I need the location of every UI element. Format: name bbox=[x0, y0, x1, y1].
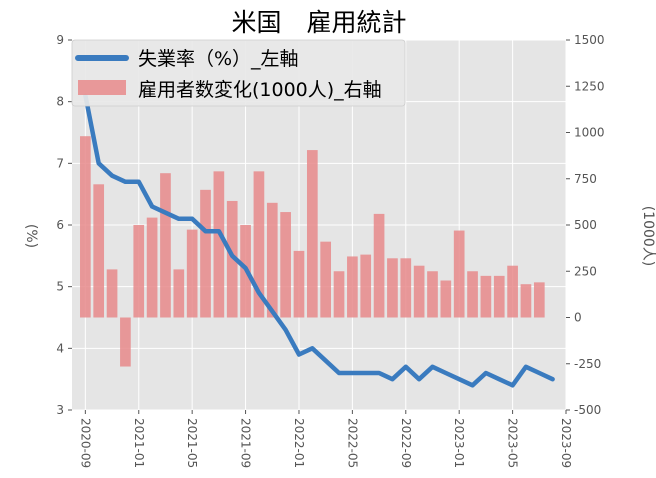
bar bbox=[373, 213, 385, 318]
bar bbox=[493, 275, 505, 318]
x-tick-label: 2022-09 bbox=[399, 418, 413, 468]
axes: 3 4 5 6 7 8 9 -500 -250 0 250 500 750 1000 1250 1500 202… bbox=[56, 33, 604, 468]
x-tick-label: 2022-05 bbox=[345, 418, 359, 468]
x-tick-label: 2023-01 bbox=[452, 418, 466, 468]
y-right-tick-label: 750 bbox=[574, 172, 597, 186]
legend: 失業率（%）_左軸 雇用者数変化(1000人)_右軸 bbox=[71, 39, 406, 107]
y-right-tick-label: 500 bbox=[574, 218, 597, 232]
bar bbox=[213, 171, 225, 318]
y-left-tick-label: 8 bbox=[56, 95, 64, 109]
y-left-tick-label: 5 bbox=[56, 280, 64, 294]
bar bbox=[387, 258, 398, 318]
legend-box bbox=[71, 39, 406, 107]
y-axis-label-left: (%) bbox=[23, 224, 39, 248]
legend-bar-swatch bbox=[78, 80, 126, 95]
x-tick-label: 2020-09 bbox=[78, 418, 92, 468]
bar bbox=[453, 230, 465, 318]
bar bbox=[160, 173, 171, 318]
y-right-tick-label: -250 bbox=[574, 357, 601, 371]
bar bbox=[186, 229, 198, 318]
y-axis-label-right: (1000人) bbox=[640, 206, 656, 267]
bar bbox=[400, 258, 412, 318]
bar bbox=[80, 136, 91, 318]
bar bbox=[146, 217, 158, 318]
bar bbox=[533, 282, 545, 318]
bar bbox=[106, 269, 118, 318]
x-tick-label: 2023-05 bbox=[506, 418, 520, 468]
bar bbox=[320, 241, 332, 318]
bar bbox=[306, 150, 318, 318]
x-tick-label: 2021-09 bbox=[239, 418, 253, 468]
x-tick-label: 2022-01 bbox=[292, 418, 306, 468]
bar bbox=[333, 271, 345, 318]
bar bbox=[440, 280, 452, 318]
unemployment-line bbox=[83, 93, 555, 388]
bar-series bbox=[80, 136, 545, 367]
bar bbox=[360, 254, 372, 318]
y-right-tick-label: 0 bbox=[574, 311, 582, 325]
legend-bar-label: 雇用者数変化(1000人)_右軸 bbox=[138, 79, 382, 101]
bar bbox=[133, 225, 145, 318]
x-tick-label: 2021-01 bbox=[132, 418, 146, 468]
bar bbox=[200, 189, 211, 318]
bar bbox=[427, 271, 438, 318]
legend-line-label: 失業率（%）_左軸 bbox=[138, 48, 299, 70]
y-right-tick-label: 1500 bbox=[574, 33, 605, 47]
bar bbox=[266, 202, 278, 318]
bar bbox=[413, 265, 425, 318]
bar bbox=[347, 256, 358, 318]
bar bbox=[120, 317, 131, 367]
y-right-tick-label: -500 bbox=[574, 403, 601, 417]
y-right-tick-label: 1000 bbox=[574, 126, 605, 140]
y-left-tick-label: 7 bbox=[56, 156, 64, 170]
bar bbox=[253, 171, 265, 318]
bar bbox=[173, 269, 185, 318]
x-tick-label: 2021-05 bbox=[185, 418, 199, 468]
y-left-tick-label: 4 bbox=[56, 341, 64, 355]
bar bbox=[520, 284, 532, 318]
x-tick-label: 2023-09 bbox=[559, 418, 573, 468]
bar bbox=[480, 275, 492, 318]
bar bbox=[293, 250, 305, 318]
bar bbox=[280, 212, 291, 318]
bar bbox=[93, 184, 105, 318]
y-left-tick-label: 6 bbox=[56, 218, 64, 232]
bar bbox=[467, 271, 478, 318]
bar bbox=[507, 265, 518, 318]
line-series bbox=[83, 93, 555, 388]
y-left-tick-label: 9 bbox=[56, 33, 64, 47]
bar bbox=[226, 200, 238, 318]
y-left-tick-label: 3 bbox=[56, 403, 64, 417]
y-right-tick-label: 250 bbox=[574, 264, 597, 278]
y-right-tick-label: 1250 bbox=[574, 79, 605, 93]
chart-title: 米国 雇用統計 bbox=[231, 8, 406, 37]
